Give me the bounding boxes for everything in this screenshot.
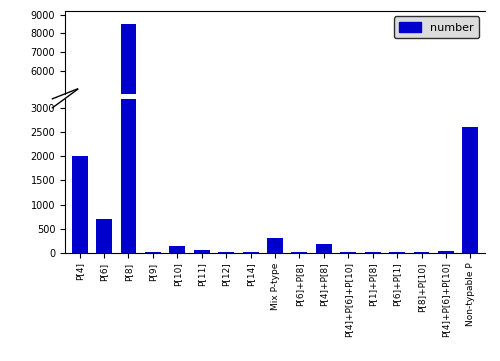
Bar	[170, 247, 186, 253]
Bar	[292, 252, 308, 253]
Bar	[120, 0, 136, 253]
Bar	[194, 183, 210, 184]
Bar	[96, 171, 112, 184]
Bar	[145, 252, 161, 253]
Bar	[462, 135, 478, 184]
Legend: number: number	[394, 16, 480, 38]
Bar	[267, 238, 283, 253]
Bar	[316, 181, 332, 184]
Bar	[316, 244, 332, 253]
Bar	[170, 182, 186, 184]
Bar	[267, 179, 283, 184]
Bar	[72, 147, 88, 184]
Bar	[438, 251, 454, 253]
Bar	[194, 250, 210, 253]
Bar	[96, 219, 112, 253]
Bar	[462, 127, 478, 253]
Bar	[72, 156, 88, 253]
Bar	[120, 24, 136, 184]
Bar	[218, 252, 234, 253]
